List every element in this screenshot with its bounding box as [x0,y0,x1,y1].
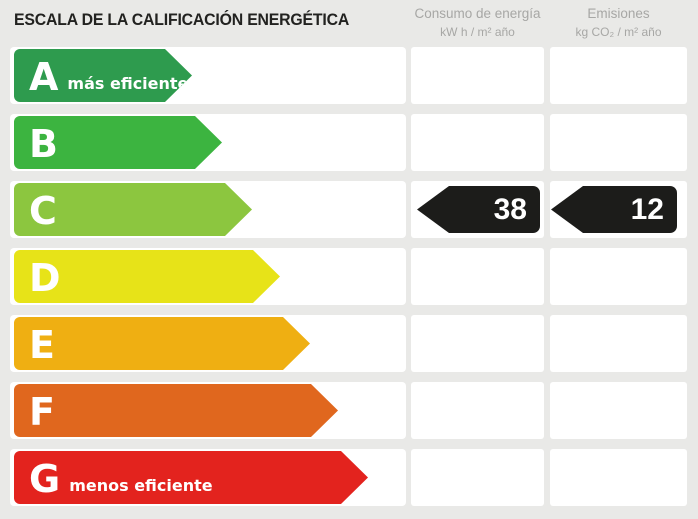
emisiones-unit: kg CO₂ / m² año [575,24,662,39]
rating-row-f: F [0,382,698,439]
efficiency-note: más eficiente [67,74,189,93]
consumo-cell [411,382,544,439]
efficiency-note: menos eficiente [69,476,213,495]
rating-row-a: A más eficiente [0,47,698,104]
grade-letter: C [29,189,57,233]
column-header-emisiones: Emisiones kg CO₂ / m² año [550,6,687,40]
consumo-cell [411,47,544,104]
column-header-consumo: Consumo de energía kW h / m² año [411,6,544,40]
emisiones-value: 12 [630,192,664,226]
consumo-unit: kW h / m² año [440,24,515,39]
rating-arrow-b: B [14,116,222,169]
rating-arrow-c: C [14,183,252,236]
emisiones-cell [550,114,687,171]
consumo-cell [411,114,544,171]
emisiones-cell [550,449,687,506]
rating-arrow-f: F [14,384,338,437]
grade-letter: E [29,323,55,367]
rating-row-e: E [0,315,698,372]
rating-row-b: B [0,114,698,171]
rating-arrow-e: E [14,317,310,370]
grade-letter: G [29,457,61,501]
consumo-title: Consumo de energía [414,6,541,21]
rating-row-g: G menos eficiente [0,449,698,506]
emisiones-cell [550,315,687,372]
grade-letter: F [29,390,55,434]
consumo-cell [411,315,544,372]
rating-arrow-d: D [14,250,280,303]
rating-row-c: C 38 12 [0,181,698,238]
rating-scale: A más eficiente B C 38 12 D [0,47,698,506]
rating-arrow-g: G menos eficiente [14,451,368,504]
consumo-value: 38 [493,192,527,226]
page-title: ESCALA DE LA CALIFICACIÓN ENERGÉTICA [14,11,350,29]
grade-letter: A [29,55,59,99]
rating-row-d: D [0,248,698,305]
grade-letter: D [29,256,61,300]
grade-letter: B [29,122,58,166]
consumo-cell [411,248,544,305]
emisiones-cell [550,382,687,439]
emisiones-title: Emisiones [587,6,650,21]
rating-arrow-a: A más eficiente [14,49,192,102]
emisiones-cell [550,248,687,305]
consumo-cell [411,449,544,506]
emisiones-cell [550,47,687,104]
